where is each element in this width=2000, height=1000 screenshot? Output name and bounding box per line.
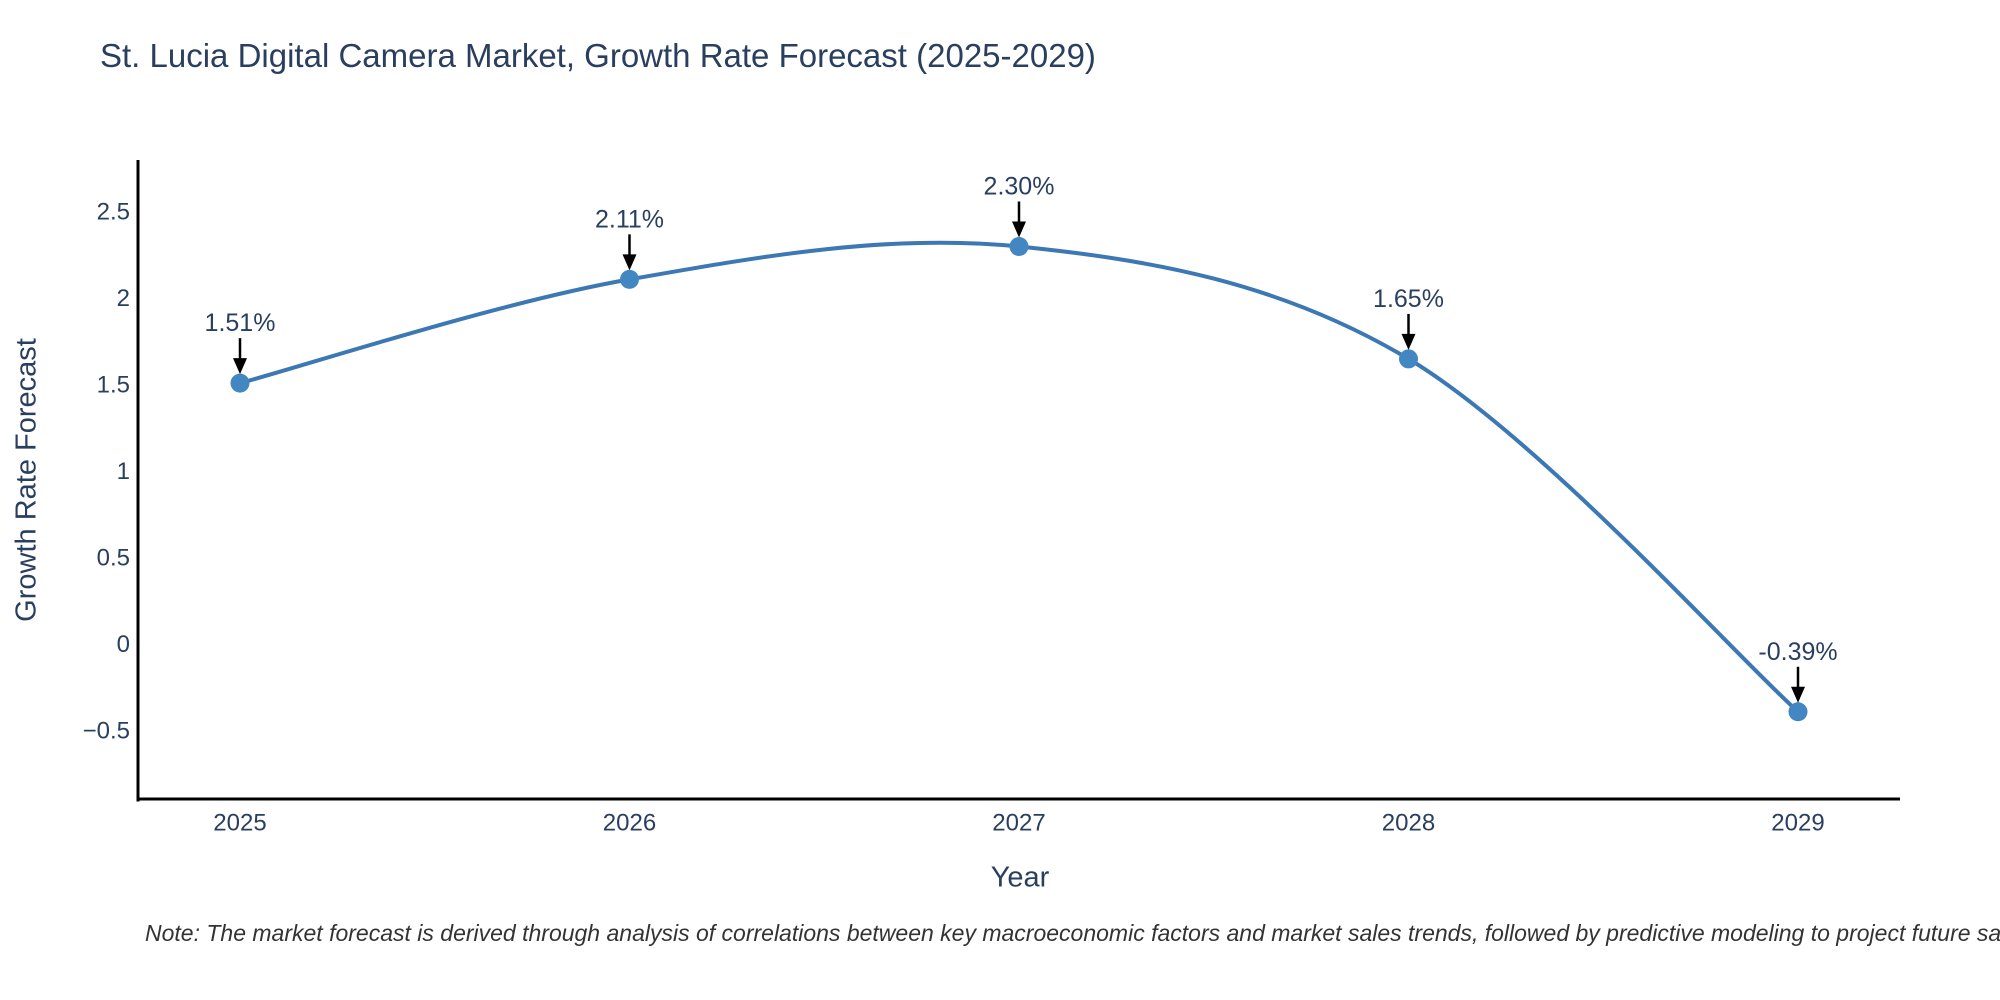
data-point-2028[interactable] [1399,349,1418,369]
data-point-2026[interactable] [620,269,639,289]
x-axis-title: Year [990,861,1050,894]
x-tick-label: 2026 [603,810,656,837]
y-tick-label: 1.5 [97,371,130,398]
x-tick-label: 2028 [1382,810,1435,837]
y-tick-label: 2.5 [97,198,130,225]
data-point-2027[interactable] [1009,236,1029,256]
y-tick-label: 2 [117,285,130,312]
data-point-2029[interactable] [1788,702,1808,722]
data-point-label: 1.51% [205,309,276,337]
y-tick-label: 0.5 [97,544,130,571]
annotation-arrowhead-icon [1401,333,1416,350]
y-tick-label: −0.5 [83,717,130,744]
trend-line [238,240,1800,714]
annotation-arrowhead-icon [1012,221,1026,238]
y-tick-label: 0 [117,631,130,658]
annotation-arrowhead-icon [233,358,247,375]
y-tick-label: 1 [117,458,130,485]
x-tick-label: 2029 [1771,810,1824,837]
x-tick-label: 2025 [213,810,266,837]
footnote: Note: The market forecast is derived thr… [145,920,2000,946]
data-point-label: -0.39% [1758,638,1837,666]
data-point-label: 2.30% [984,172,1055,200]
annotation-arrowhead-icon [622,254,637,271]
data-point-2025[interactable] [230,373,250,393]
x-tick-label: 2027 [992,810,1045,837]
data-point-label: 1.65% [1373,285,1444,313]
annotation-arrowhead-icon [1791,686,1805,703]
data-point-label: 2.11% [595,205,664,233]
chart-title: St. Lucia Digital Camera Market, Growth … [100,37,1096,74]
